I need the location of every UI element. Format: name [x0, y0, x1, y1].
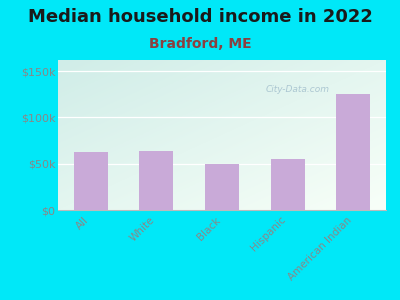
Bar — [139, 151, 174, 210]
Text: City-Data.com: City-Data.com — [266, 85, 330, 94]
Text: Median household income in 2022: Median household income in 2022 — [28, 8, 372, 26]
Bar — [74, 152, 108, 210]
Bar — [205, 164, 239, 210]
Text: Bradford, ME: Bradford, ME — [149, 38, 251, 52]
Bar — [270, 159, 305, 210]
Bar — [336, 94, 370, 210]
